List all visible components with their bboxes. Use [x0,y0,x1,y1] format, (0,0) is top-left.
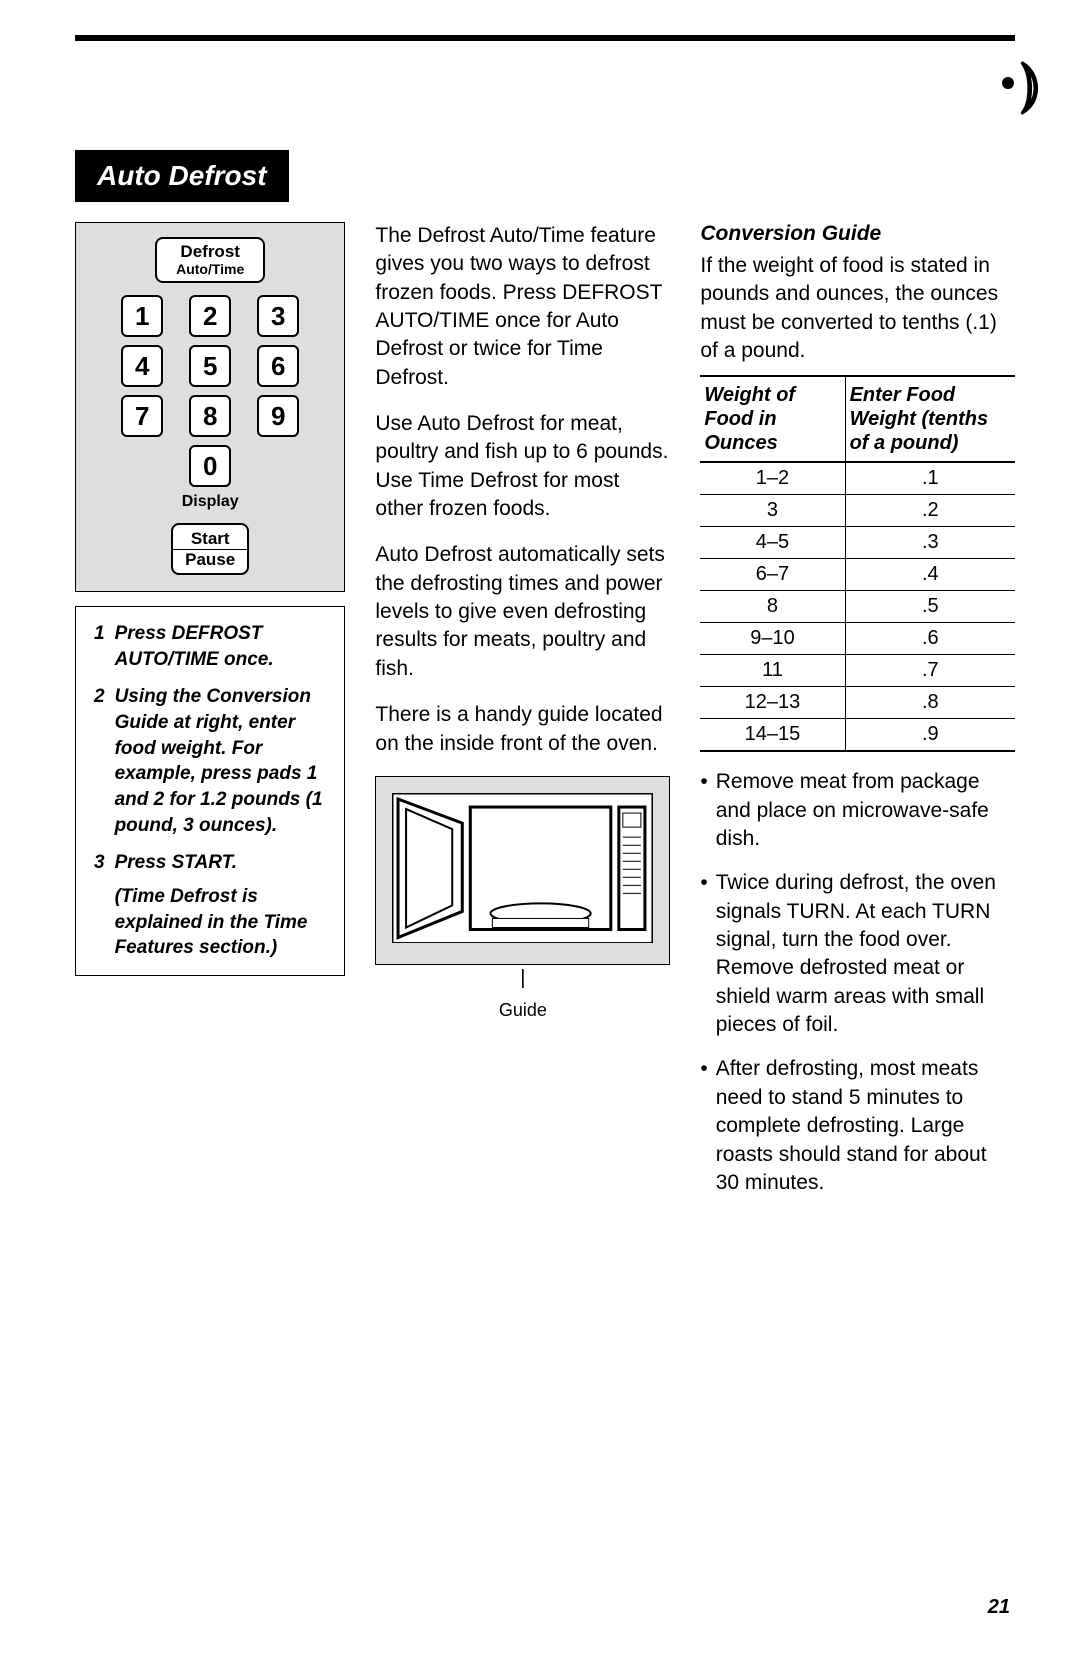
table-row: 9–10.6 [700,623,1015,655]
bullet-icon: • [700,869,707,1039]
step-2-text: Using the Conversion Guide at right, ent… [115,684,327,838]
guide-caption: Guide [375,1000,670,1021]
step-1-num: 1 [94,621,105,672]
table-row: 14–15.9 [700,719,1015,752]
page-number: 21 [988,1596,1010,1619]
tip-1: Remove meat from package and place on mi… [716,768,1015,853]
defrost-button[interactable]: Defrost Auto/Time [155,237,265,283]
table-row: 3.2 [700,495,1015,527]
conversion-guide-heading: Conversion Guide [700,222,1015,246]
tip-3: After defrosting, most meats need to sta… [716,1055,1015,1197]
instruction-steps: 1 Press DEFROST AUTO/TIME once. 2 Using … [75,606,345,976]
corner-tab-icon: ⦆ [1002,65,1040,101]
pad-0[interactable]: 0 [189,445,231,487]
defrost-button-line1: Defrost [180,242,240,261]
keypad-panel: Defrost Auto/Time 1 2 3 4 5 6 7 8 9 [75,222,345,592]
pad-1[interactable]: 1 [121,295,163,337]
table-row: 1–2.1 [700,462,1015,495]
pad-7[interactable]: 7 [121,395,163,437]
guide-pointer: | [375,967,670,990]
step-3-num: 3 [94,850,105,961]
table-row: 4–5.3 [700,527,1015,559]
paragraph-3: Auto Defrost automatically sets the defr… [375,541,670,683]
paragraph-4: There is a handy guide located on the in… [375,701,670,758]
bullet-icon: • [700,768,707,853]
pad-8[interactable]: 8 [189,395,231,437]
step-3-note: (Time Defrost is explained in the Time F… [115,884,327,961]
page-top-rule [75,35,1015,41]
conversion-guide-intro: If the weight of food is stated in pound… [700,252,1015,365]
conv-col-1: Weight of Food in Ounces [700,376,845,462]
bullet-icon: • [700,1055,707,1197]
microwave-icon [392,793,653,944]
step-3-text: Press START. [115,850,327,876]
microwave-illustration-box [375,776,670,966]
defrost-button-line2: Auto/Time [159,262,261,277]
pad-5[interactable]: 5 [189,345,231,387]
number-pad: 1 2 3 4 5 6 7 8 9 0 [98,295,322,487]
start-pause-button[interactable]: Start Pause [171,523,249,575]
display-label: Display [98,493,322,511]
paragraph-1: The Defrost Auto/Time feature gives you … [375,222,670,392]
tips-list: • Remove meat from package and place on … [700,768,1015,1197]
table-row: 8.5 [700,591,1015,623]
start-line2: Pause [173,550,247,570]
tip-2: Twice during defrost, the oven signals T… [716,869,1015,1039]
conversion-table: Weight of Food in Ounces Enter Food Weig… [700,375,1015,752]
step-1-text: Press DEFROST AUTO/TIME once. [115,621,327,672]
pad-4[interactable]: 4 [121,345,163,387]
table-row: 6–7.4 [700,559,1015,591]
conv-col-2: Enter Food Weight (tenths of a pound) [845,376,1015,462]
pad-6[interactable]: 6 [257,345,299,387]
pad-2[interactable]: 2 [189,295,231,337]
pad-9[interactable]: 9 [257,395,299,437]
paragraph-2: Use Auto Defrost for meat, poultry and f… [375,410,670,523]
step-2-num: 2 [94,684,105,838]
section-heading: Auto Defrost [75,150,289,202]
table-row: 11.7 [700,655,1015,687]
start-line1: Start [173,529,247,550]
pad-3[interactable]: 3 [257,295,299,337]
table-row: 12–13.8 [700,687,1015,719]
